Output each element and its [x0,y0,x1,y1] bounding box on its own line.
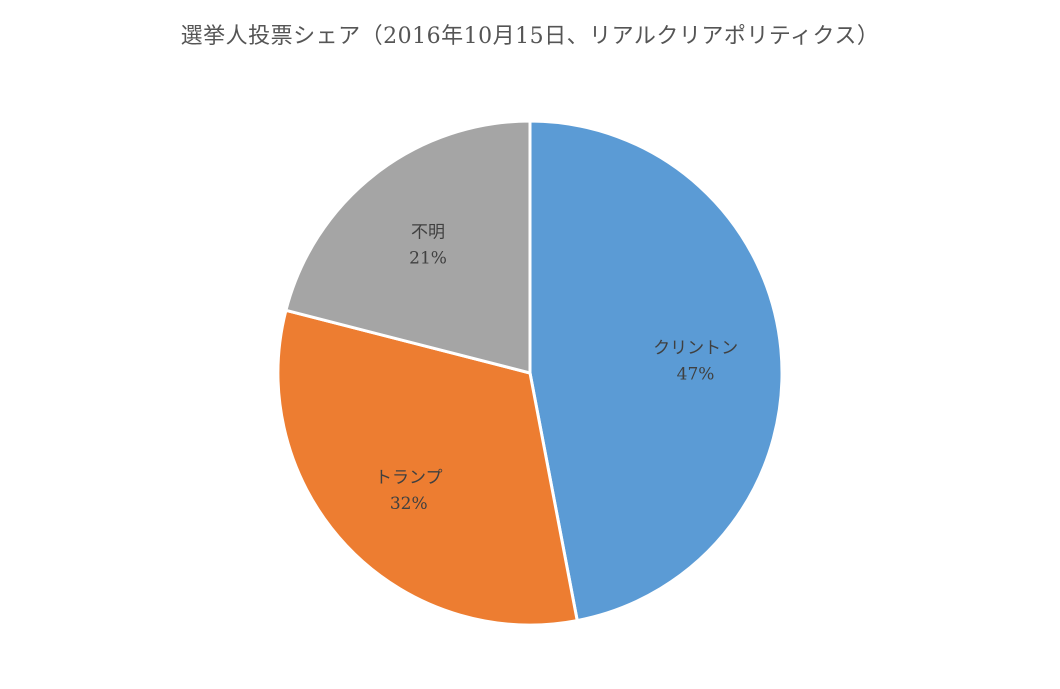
slice-label-value-0: 47% [677,364,715,384]
pie-labels: クリントン 47% トランプ 32% 不明 21% [375,223,738,514]
chart-title: 選挙人投票シェア（2016年10月15日、リアルクリアポリティクス） [180,24,880,49]
pie-slices [276,119,784,627]
slice-label-name-1: トランプ [375,468,443,488]
pie-slice-2 [284,119,532,375]
slice-label-value-1: 32% [390,494,428,514]
pie-slice-0 [528,119,784,623]
slice-label-name-0: クリントン [653,338,738,358]
slice-label-value-2: 21% [409,249,447,269]
slice-label-name-2: 不明 [411,223,445,243]
pie-slice-1 [276,308,579,627]
